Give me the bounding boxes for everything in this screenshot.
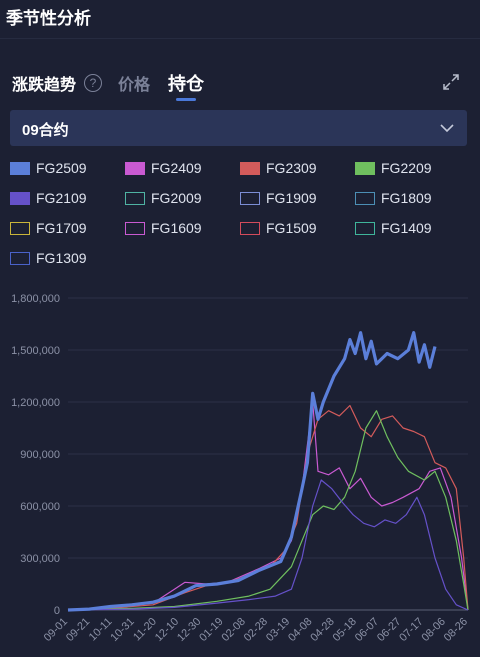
y-tick-label: 900,000: [20, 449, 60, 461]
legend-item-fg2109[interactable]: FG2109: [10, 190, 87, 206]
legend-item-fg1509[interactable]: FG1509: [240, 220, 317, 236]
legend-swatch: [355, 221, 375, 235]
legend-item-fg2509[interactable]: FG2509: [10, 160, 87, 176]
legend-label: FG1609: [151, 220, 202, 236]
legend-item-fg2209[interactable]: FG2209: [355, 160, 432, 176]
legend-swatch: [125, 161, 145, 175]
legend-item-fg1709[interactable]: FG1709: [10, 220, 87, 236]
x-tick-label: 12-10: [153, 616, 181, 644]
x-tick-label: 02-28: [242, 616, 270, 644]
x-tick-label: 09-01: [42, 616, 70, 644]
legend-swatch: [240, 221, 260, 235]
x-tick-label: 01-19: [197, 616, 225, 644]
expand-icon[interactable]: [442, 73, 460, 91]
legend-swatch: [355, 161, 375, 175]
legend-item-fg2409[interactable]: FG2409: [125, 160, 202, 176]
series-line-fg2409: [67, 401, 469, 611]
x-tick-label: 07-17: [397, 616, 425, 644]
legend-item-fg2009[interactable]: FG2009: [125, 190, 202, 206]
x-tick-label: 03-19: [264, 616, 292, 644]
legend-label: FG1309: [36, 250, 87, 266]
y-tick-label: 0: [54, 605, 60, 617]
chevron-down-icon: [440, 124, 454, 133]
x-tick-label: 04-08: [286, 616, 314, 644]
legend-swatch: [10, 161, 30, 175]
legend-label: FG2309: [266, 160, 317, 176]
header-divider: [0, 38, 480, 39]
tab-holdings[interactable]: 持仓: [168, 70, 205, 101]
x-tick-label: 05-18: [331, 616, 359, 644]
legend-label: FG1909: [266, 190, 317, 206]
y-tick-label: 300,000: [20, 553, 60, 565]
legend-swatch: [125, 191, 145, 205]
view-tabs: 涨跌趋势 ? 价格 持仓: [12, 70, 205, 101]
line-chart: 0 300,000 600,000 900,000 1,200,000 1,500,000…: [11, 293, 470, 644]
legend-item-fg1409[interactable]: FG1409: [355, 220, 432, 236]
legend-swatch: [10, 221, 30, 235]
x-tick-label: 10-31: [108, 616, 136, 644]
y-tick-label: 1,200,000: [11, 397, 60, 409]
contract-select-value: 09合约: [22, 122, 69, 139]
y-tick-label: 600,000: [20, 501, 60, 513]
series-line-fg2309: [67, 404, 469, 611]
y-tick-label: 1,500,000: [11, 345, 60, 357]
x-tick-label: 08-26: [442, 616, 470, 644]
x-tick-label: 02-08: [220, 616, 248, 644]
legend-item-fg2309[interactable]: FG2309: [240, 160, 317, 176]
legend-item-fg1809[interactable]: FG1809: [355, 190, 432, 206]
x-tick-label: 11-20: [131, 616, 159, 644]
contract-select[interactable]: 09合约: [10, 110, 467, 146]
tab-price[interactable]: 价格: [118, 77, 151, 94]
x-tick-label: 06-27: [375, 616, 403, 644]
legend-swatch: [10, 191, 30, 205]
x-tick-label: 08-06: [420, 616, 448, 644]
legend-item-fg1309[interactable]: FG1309: [10, 250, 87, 266]
x-tick-label: 09-21: [64, 616, 92, 644]
x-tick-label: 04-28: [308, 616, 336, 644]
page-title: 季节性分析: [6, 9, 91, 28]
active-tab-indicator: [176, 98, 197, 101]
legend-label: FG1409: [381, 220, 432, 236]
series-line-fg2209: [67, 410, 469, 611]
x-tick-label: 12-30: [175, 616, 203, 644]
legend-label: FG2109: [36, 190, 87, 206]
x-tick-label: 06-07: [353, 616, 381, 644]
tab-trend[interactable]: 涨跌趋势: [12, 77, 77, 94]
help-icon[interactable]: ?: [84, 74, 103, 92]
legend-label: FG2009: [151, 190, 202, 206]
legend-label: FG2409: [151, 160, 202, 176]
legend-label: FG2209: [381, 160, 432, 176]
series-line-fg2509: [67, 331, 437, 612]
legend-swatch: [240, 191, 260, 205]
y-tick-label: 1,800,000: [11, 293, 60, 305]
series-line-fg2109: [67, 479, 469, 611]
legend-swatch: [355, 191, 375, 205]
tab-holdings-label: 持仓: [168, 74, 205, 94]
legend-item-fg1609[interactable]: FG1609: [125, 220, 202, 236]
legend-item-fg1909[interactable]: FG1909: [240, 190, 317, 206]
legend-label: FG2509: [36, 160, 87, 176]
legend-swatch: [10, 251, 30, 265]
legend-swatch: [240, 161, 260, 175]
x-tick-label: 10-11: [87, 616, 115, 644]
legend-swatch: [125, 221, 145, 235]
legend-label: FG1809: [381, 190, 432, 206]
legend-label: FG1709: [36, 220, 87, 236]
legend-label: FG1509: [266, 220, 317, 236]
